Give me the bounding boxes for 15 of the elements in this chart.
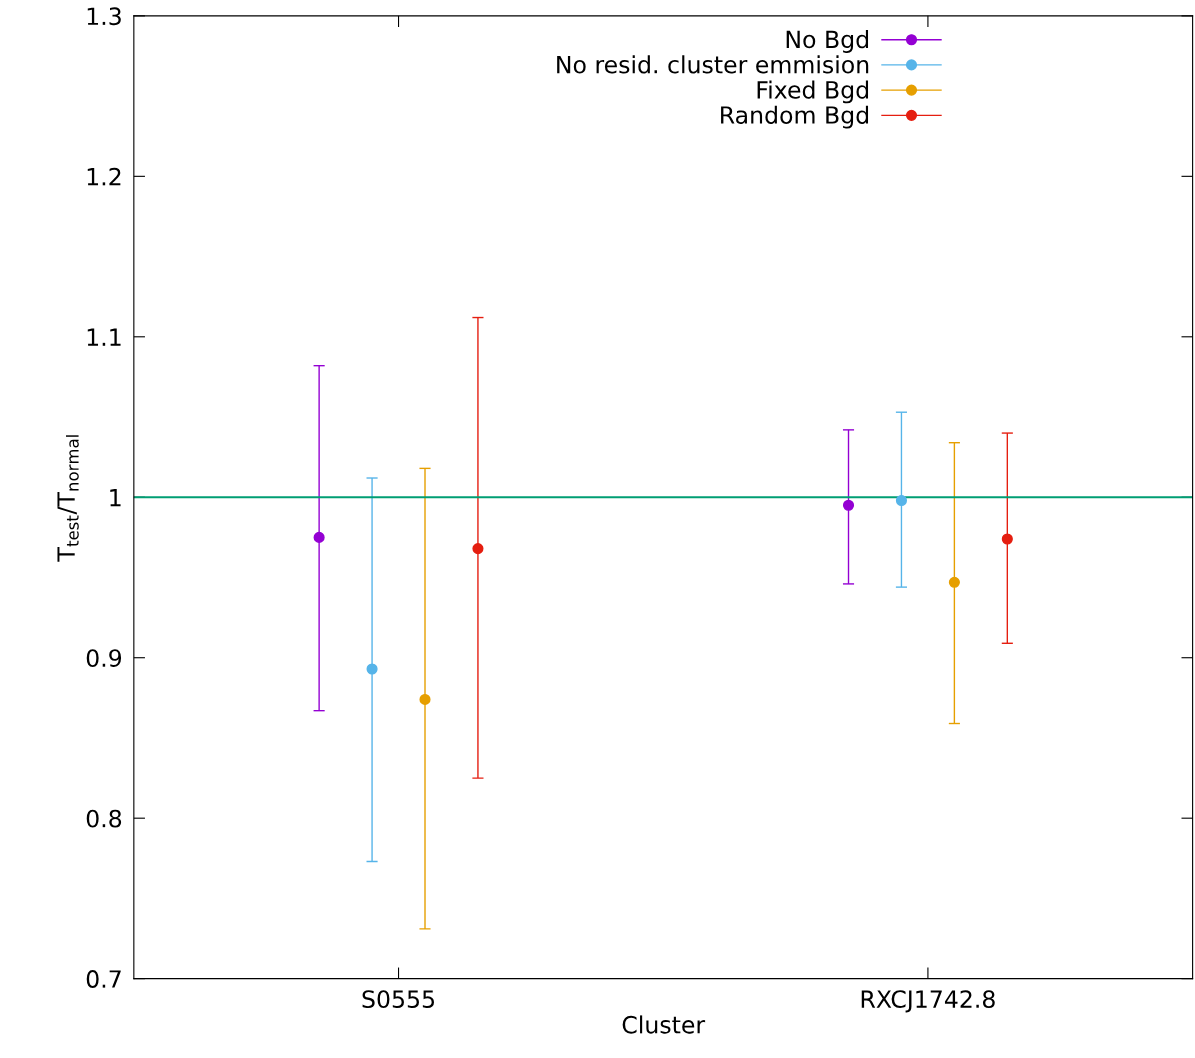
y-tick-label: 1.1 [87,328,121,346]
legend-label: Random Bgd [721,105,869,129]
y-tick-label: 0.7 [86,970,121,988]
y-tick-label: 1.2 [87,167,121,186]
x-tick-label: RXCJ1742.8 [861,990,995,1013]
legend-label: Fixed Bgd [757,80,869,104]
legend-label: No Bgd [786,30,869,53]
y-tick-label: 0.9 [86,649,122,668]
x-tick-label: S0555 [362,990,435,1009]
y-tick-label: 1.3 [87,7,121,26]
legend-label: No resid. cluster emmision [557,55,869,74]
y-tick-label: 0.8 [86,809,122,828]
y-tick-label: 1 [110,489,121,507]
x-axis-title: Cluster [622,1015,706,1034]
y-axis-title: T$_{test}$/T$_{normal}$ [57,435,79,562]
